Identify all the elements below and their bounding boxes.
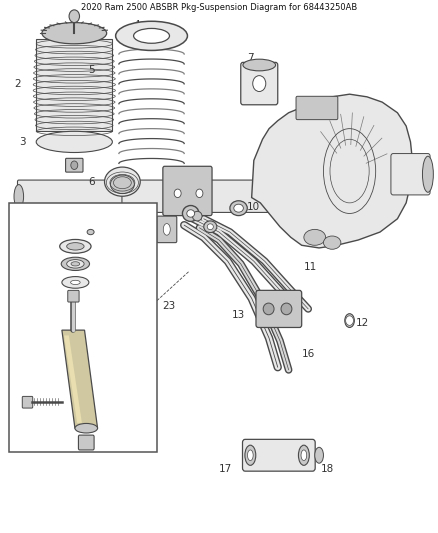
Ellipse shape	[207, 224, 213, 230]
Ellipse shape	[234, 204, 244, 212]
Text: 2020 Ram 2500 ABSBR Pkg-Suspension Diagram for 68443250AB: 2020 Ram 2500 ABSBR Pkg-Suspension Diagr…	[81, 3, 357, 12]
Text: 24: 24	[22, 379, 35, 389]
Ellipse shape	[62, 277, 89, 288]
Ellipse shape	[60, 239, 91, 253]
Ellipse shape	[163, 223, 170, 235]
Ellipse shape	[243, 59, 276, 71]
FancyBboxPatch shape	[241, 62, 278, 105]
Circle shape	[71, 161, 78, 169]
Ellipse shape	[183, 206, 199, 221]
Text: 10: 10	[247, 201, 261, 212]
FancyBboxPatch shape	[296, 96, 338, 119]
FancyBboxPatch shape	[157, 216, 177, 243]
Ellipse shape	[345, 314, 354, 327]
Text: 15: 15	[212, 225, 225, 236]
Ellipse shape	[304, 229, 325, 245]
Ellipse shape	[204, 221, 217, 232]
Ellipse shape	[134, 28, 170, 43]
Ellipse shape	[61, 257, 89, 270]
Circle shape	[346, 316, 353, 325]
Text: 17: 17	[219, 464, 232, 474]
Text: 7: 7	[247, 53, 254, 63]
Circle shape	[196, 189, 203, 198]
Ellipse shape	[301, 450, 307, 461]
FancyBboxPatch shape	[256, 290, 302, 327]
Text: 9: 9	[192, 212, 198, 222]
Ellipse shape	[298, 445, 309, 465]
Text: 2: 2	[14, 78, 21, 88]
Text: 13: 13	[232, 310, 245, 320]
Ellipse shape	[263, 303, 274, 315]
Text: 6: 6	[88, 176, 95, 187]
Text: 20: 20	[95, 220, 108, 230]
Ellipse shape	[110, 175, 134, 193]
Bar	[9, 203, 157, 452]
Text: 25: 25	[81, 406, 94, 416]
FancyBboxPatch shape	[78, 435, 94, 450]
Ellipse shape	[42, 22, 107, 44]
Ellipse shape	[71, 280, 80, 285]
Text: 19: 19	[115, 204, 128, 214]
Ellipse shape	[116, 21, 187, 51]
Ellipse shape	[281, 303, 292, 315]
Polygon shape	[62, 330, 98, 428]
FancyBboxPatch shape	[66, 158, 83, 172]
FancyBboxPatch shape	[18, 180, 124, 213]
Ellipse shape	[105, 167, 140, 196]
Circle shape	[69, 10, 80, 22]
Text: 14: 14	[143, 225, 156, 236]
Polygon shape	[36, 38, 113, 131]
Text: 1: 1	[74, 36, 81, 46]
FancyBboxPatch shape	[391, 154, 430, 195]
Text: 21: 21	[95, 233, 108, 244]
Text: 18: 18	[321, 464, 335, 474]
Ellipse shape	[67, 260, 84, 268]
Ellipse shape	[75, 423, 98, 433]
Text: 16: 16	[302, 349, 315, 359]
Text: 4: 4	[133, 20, 140, 30]
FancyBboxPatch shape	[68, 290, 79, 302]
Ellipse shape	[423, 156, 433, 192]
Ellipse shape	[245, 445, 256, 465]
Ellipse shape	[36, 131, 113, 152]
Ellipse shape	[71, 262, 80, 266]
Ellipse shape	[230, 201, 247, 216]
Text: 11: 11	[304, 262, 317, 271]
Text: 3: 3	[19, 137, 25, 147]
FancyBboxPatch shape	[22, 397, 33, 408]
Ellipse shape	[14, 184, 24, 208]
Polygon shape	[64, 335, 82, 423]
Ellipse shape	[87, 229, 94, 235]
Polygon shape	[252, 94, 413, 248]
Circle shape	[253, 76, 266, 92]
FancyBboxPatch shape	[122, 180, 277, 213]
Circle shape	[174, 189, 181, 198]
Text: 22: 22	[104, 248, 117, 259]
Ellipse shape	[192, 212, 202, 221]
Ellipse shape	[67, 243, 84, 250]
Ellipse shape	[247, 450, 253, 461]
Text: 23: 23	[162, 301, 176, 311]
Ellipse shape	[323, 236, 341, 249]
FancyBboxPatch shape	[243, 439, 315, 471]
FancyBboxPatch shape	[163, 166, 212, 216]
Ellipse shape	[187, 210, 194, 217]
Text: 12: 12	[356, 318, 369, 328]
Text: 5: 5	[88, 66, 95, 75]
Ellipse shape	[315, 447, 323, 463]
